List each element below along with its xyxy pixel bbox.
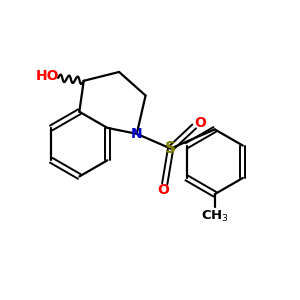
Text: CH$_3$: CH$_3$ xyxy=(201,209,229,224)
Text: HO: HO xyxy=(36,69,59,83)
Text: O: O xyxy=(157,183,169,197)
Text: S: S xyxy=(165,141,176,156)
Text: N: N xyxy=(131,127,142,141)
Text: O: O xyxy=(195,116,207,130)
